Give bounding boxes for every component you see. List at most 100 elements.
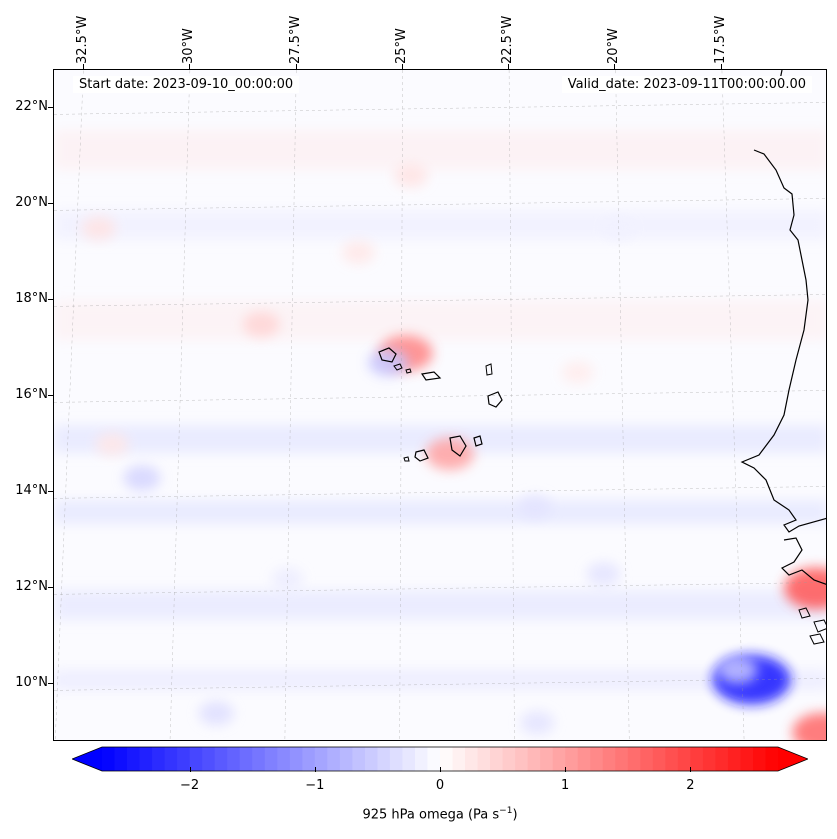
colorbar-cell-21 bbox=[364, 747, 378, 771]
field-band-3 bbox=[54, 670, 826, 690]
colorbar-cell-43 bbox=[640, 747, 654, 771]
colorbar-label-end: ) bbox=[512, 807, 518, 823]
colorbar-cell-6 bbox=[177, 747, 191, 771]
colorbar-cell-35 bbox=[540, 747, 554, 771]
lon-label-5: 20°W bbox=[606, 28, 622, 64]
lon-tick-0 bbox=[83, 64, 84, 69]
lon-tick-4 bbox=[508, 64, 509, 69]
field-blob-5 bbox=[425, 438, 474, 470]
colorbar-extend-max bbox=[778, 747, 808, 771]
colorbar-cell-20 bbox=[352, 747, 366, 771]
field-blob-18 bbox=[341, 240, 375, 264]
lat-label-2: 18°N bbox=[15, 291, 48, 307]
colorbar-cell-2 bbox=[127, 747, 141, 771]
bijagos-coast bbox=[780, 537, 826, 585]
field-blob-1 bbox=[123, 465, 161, 491]
colorbar-cell-51 bbox=[740, 747, 754, 771]
lat-tick-2 bbox=[48, 299, 53, 301]
colorbar-title: 925 hPa omega (Pa s−1) bbox=[0, 806, 837, 822]
field-blob-15 bbox=[520, 711, 555, 735]
parallel-line-3 bbox=[54, 390, 826, 403]
colorbar-cell-47 bbox=[690, 747, 704, 771]
colorbar-cell-22 bbox=[377, 747, 391, 771]
colorbar-tick-label-2: 0 bbox=[435, 778, 445, 793]
colorbar-cell-41 bbox=[615, 747, 629, 771]
lon-tick-6 bbox=[720, 64, 722, 69]
colorbar-cell-29 bbox=[465, 747, 479, 771]
lon-tick-3 bbox=[401, 64, 403, 69]
colorbar-cell-3 bbox=[139, 747, 153, 771]
colorbar-tick-label-0: −2 bbox=[180, 778, 200, 793]
lat-label-3: 16°N bbox=[15, 387, 48, 403]
lat-label-6: 10°N bbox=[15, 675, 48, 691]
lat-label-5: 12°N bbox=[15, 579, 48, 595]
colorbar-tick-0 bbox=[189, 767, 191, 772]
colorbar-cell-28 bbox=[452, 747, 466, 771]
colorbar-cell-26 bbox=[427, 747, 441, 771]
meridian-line-0 bbox=[54, 70, 84, 740]
colorbar bbox=[72, 746, 808, 772]
colorbar-cell-18 bbox=[327, 747, 341, 771]
valid-date-label: Valid_date: 2023-09-11T00:00:00.00 bbox=[561, 76, 812, 93]
parallel-line-4 bbox=[54, 486, 826, 499]
colorbar-cell-7 bbox=[189, 747, 203, 771]
field-blob-17 bbox=[561, 361, 594, 384]
colorbar-cell-46 bbox=[677, 747, 691, 771]
colorbar-cell-38 bbox=[577, 747, 591, 771]
colorbar-cell-49 bbox=[715, 747, 729, 771]
lat-tick-5 bbox=[48, 587, 53, 589]
omega-field-map bbox=[54, 70, 826, 740]
colorbar-cell-48 bbox=[702, 747, 716, 771]
colorbar-extend-min bbox=[72, 747, 102, 771]
colorbar-tick-2 bbox=[440, 767, 441, 772]
field-band-4 bbox=[54, 130, 826, 170]
colorbar-cell-9 bbox=[214, 747, 228, 771]
colorbar-cell-32 bbox=[502, 747, 516, 771]
lon-tick-1 bbox=[189, 64, 191, 69]
lat-tick-1 bbox=[48, 203, 53, 205]
lat-label-0: 22°N bbox=[15, 99, 48, 115]
field-blob-4 bbox=[368, 349, 409, 377]
colorbar-label-text: 925 hPa omega (Pa s bbox=[362, 807, 500, 823]
map-panel[interactable] bbox=[53, 69, 827, 741]
colorbar-cell-17 bbox=[314, 747, 328, 771]
omega-field-layer bbox=[54, 130, 826, 740]
colorbar-cell-0 bbox=[102, 747, 116, 771]
field-blob-6 bbox=[393, 163, 428, 188]
colorbar-cell-50 bbox=[727, 747, 741, 771]
colorbar-cell-12 bbox=[252, 747, 266, 771]
colorbar-cell-37 bbox=[565, 747, 579, 771]
field-band-5 bbox=[54, 210, 826, 240]
meridian-line-6 bbox=[721, 70, 745, 740]
meridian-line-1 bbox=[169, 70, 191, 740]
colorbar-cell-4 bbox=[152, 747, 166, 771]
lon-label-0: 32.5°W bbox=[75, 15, 90, 64]
colorbar-cell-34 bbox=[527, 747, 541, 771]
field-blob-19 bbox=[81, 216, 116, 241]
start-date-label: Start date: 2023-09-10_00:00:00 bbox=[73, 76, 300, 93]
coastlines bbox=[378, 70, 826, 645]
colorbar-cell-8 bbox=[202, 747, 216, 771]
meridian-line-5 bbox=[615, 70, 630, 740]
field-blob-8 bbox=[586, 562, 621, 586]
lon-label-2: 27.5°W bbox=[287, 15, 303, 64]
colorbar-cell-27 bbox=[440, 747, 454, 771]
colorbar-cell-52 bbox=[752, 747, 766, 771]
field-band-6 bbox=[54, 300, 826, 340]
colorbar-cell-13 bbox=[264, 747, 278, 771]
meridian-line-3 bbox=[399, 70, 403, 740]
colorbar-cell-45 bbox=[665, 747, 679, 771]
colorbar-tick-4 bbox=[690, 767, 692, 772]
colorbar-cell-42 bbox=[627, 747, 641, 771]
field-blob-14 bbox=[198, 701, 234, 726]
colorbar-cell-36 bbox=[552, 747, 566, 771]
lon-label-6: 17.5°W bbox=[712, 15, 728, 64]
meridian-line-4 bbox=[508, 70, 515, 740]
meridian-line-2 bbox=[284, 70, 297, 740]
colorbar-cell-24 bbox=[402, 747, 416, 771]
lat-tick-3 bbox=[48, 395, 53, 397]
colorbar-cell-30 bbox=[477, 747, 491, 771]
field-blob-13 bbox=[271, 567, 304, 590]
colorbar-tick-label-4: 2 bbox=[686, 778, 695, 793]
colorbar-cell-10 bbox=[227, 747, 241, 771]
